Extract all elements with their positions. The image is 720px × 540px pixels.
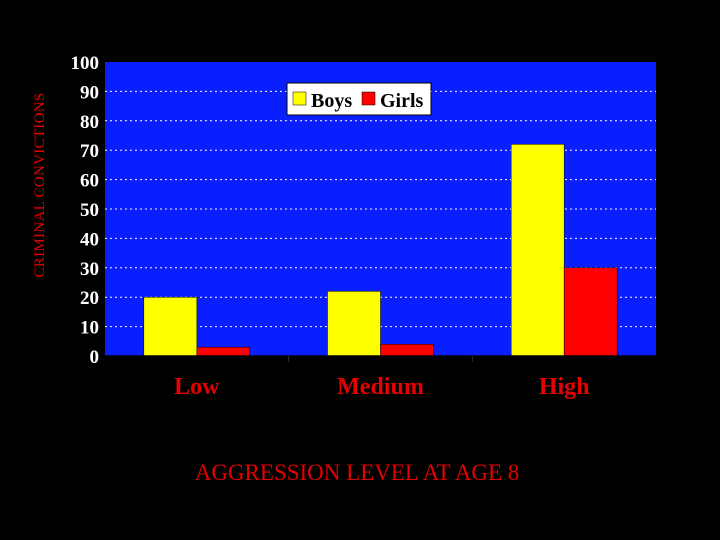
bar-boys-medium	[327, 291, 381, 357]
bar-boys-low	[143, 296, 198, 357]
y-tick-label: 30	[80, 259, 99, 280]
y-tick-label: 40	[80, 229, 99, 250]
x-tick-labels: Low Medium High	[174, 374, 589, 400]
x-tick-label: High	[539, 374, 590, 400]
x-tick-label: Medium	[337, 374, 424, 400]
x-axis-label: AGGRESSION LEVEL AT AGE 8	[195, 460, 520, 485]
bars	[143, 144, 618, 357]
x-tick-label: Low	[174, 374, 220, 400]
legend-label-boys: Boys	[311, 90, 352, 112]
y-tick-label: 20	[80, 288, 99, 309]
y-tick-labels: 0 10 20 30 40 50 60 70 80 90 100	[71, 53, 100, 368]
y-tick-label: 100	[71, 53, 100, 74]
bar-boys-high	[510, 144, 565, 357]
legend-box	[286, 82, 432, 116]
y-tick-label: 70	[80, 141, 99, 162]
y-tick-label: 0	[90, 347, 100, 368]
bar-girls-medium	[380, 343, 434, 357]
axes	[105, 355, 656, 362]
y-tick-label: 80	[80, 112, 99, 133]
legend-swatch-boys	[292, 91, 307, 106]
y-axis-label: CRIMINAL CONVICTIONS	[32, 92, 48, 277]
bar-girls-low	[196, 346, 251, 357]
legend-swatch-girls	[361, 91, 376, 106]
y-tick-label: 10	[80, 318, 99, 339]
bar-girls-high	[563, 267, 618, 357]
legend: Boys Girls	[286, 82, 432, 116]
y-tick-label: 50	[80, 200, 99, 221]
legend-label-girls: Girls	[380, 90, 424, 112]
y-tick-label: 90	[80, 82, 99, 103]
y-tick-label: 60	[80, 171, 99, 192]
